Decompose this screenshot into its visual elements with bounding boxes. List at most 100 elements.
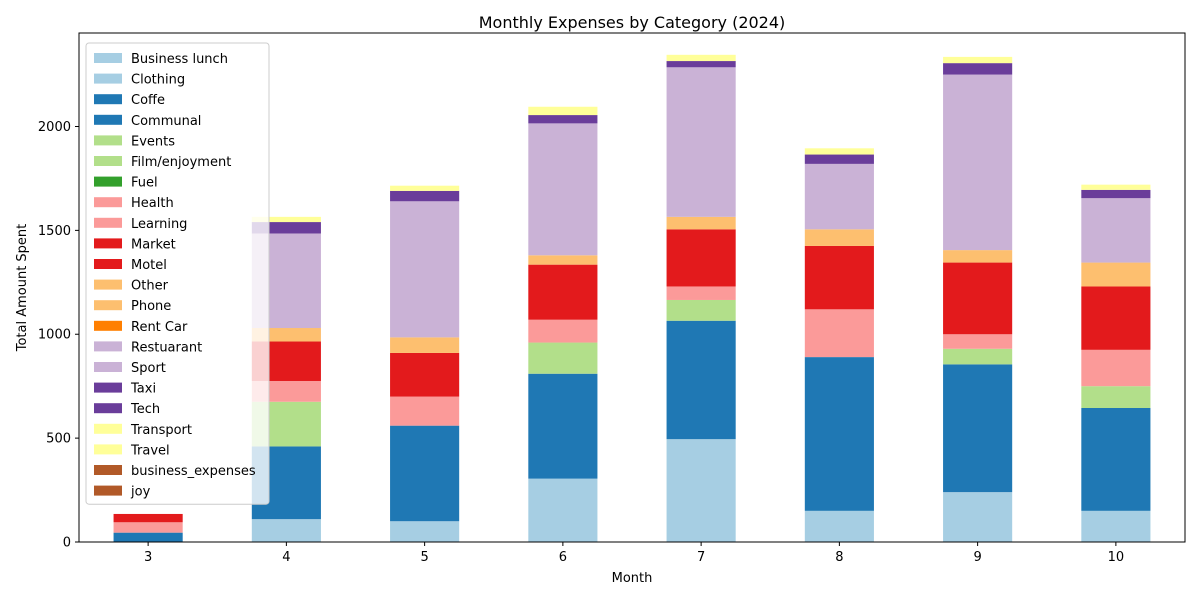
bar-segment [804, 229, 874, 246]
y-tick-label: 500 [46, 432, 71, 447]
bar-segment [804, 245, 874, 310]
bar-segment [666, 61, 736, 68]
bar-segment [804, 154, 874, 164]
legend-swatch [94, 362, 122, 372]
legend-swatch [94, 320, 122, 331]
y-axis-title: Total Amount Spent [15, 224, 30, 353]
bar-segment [251, 222, 321, 234]
bar-segment [251, 519, 321, 542]
y-tick-label: 0 [63, 536, 71, 551]
legend-label: Learning [131, 217, 187, 232]
legend-swatch [94, 53, 122, 63]
bar-segment [943, 262, 1013, 335]
bar-segment [390, 396, 460, 426]
bar-segment [943, 74, 1013, 251]
legend-swatch [94, 279, 122, 290]
legend-swatch [94, 238, 122, 249]
bar-segment [113, 522, 183, 533]
legend-label: Clothing [131, 73, 185, 88]
bar-segment [943, 492, 1013, 542]
legend-label: Film/enjoyment [131, 155, 231, 170]
legend-label: Other [131, 279, 169, 294]
bar-segment [1081, 407, 1151, 511]
bar-segment [943, 63, 1013, 75]
legend-swatch [94, 156, 122, 166]
bar-segment [1081, 386, 1151, 408]
legend-label: Taxi [130, 382, 156, 397]
legend-label: Health [131, 196, 174, 211]
legend-swatch [94, 259, 122, 269]
legend-label: Communal [131, 114, 201, 129]
bar-segment [943, 364, 1013, 493]
x-tick-label: 10 [1108, 550, 1125, 565]
legend-swatch [94, 382, 122, 393]
bar-segment [1081, 349, 1151, 387]
x-tick-label: 8 [835, 550, 843, 565]
legend-swatch [94, 135, 122, 146]
x-tick-label: 4 [282, 550, 290, 565]
legend-label: Business lunch [131, 52, 228, 67]
bar-segment [943, 56, 1013, 64]
y-tick-label: 1000 [38, 328, 71, 343]
legend-swatch [94, 403, 122, 414]
legend-swatch [94, 73, 122, 84]
legend-label: Motel [131, 258, 167, 273]
legend-label: Travel [130, 443, 170, 458]
bar-segment [390, 521, 460, 542]
bar-segment [528, 255, 598, 265]
legend-swatch [94, 444, 122, 455]
x-tick-label: 7 [697, 550, 705, 565]
bar-segment [943, 334, 1013, 349]
bar-segment [666, 54, 736, 62]
legend-label: Sport [131, 361, 166, 376]
legend-swatch [94, 341, 122, 352]
x-axis-title: Month [612, 571, 653, 586]
bar-segment [1081, 189, 1151, 199]
bar-segment [113, 532, 183, 542]
legend-swatch [94, 114, 122, 125]
y-axis: 0 500 1000 1500 2000 [38, 120, 79, 551]
chart-title: Monthly Expenses by Category (2024) [479, 13, 786, 32]
y-tick-label: 2000 [38, 120, 71, 135]
bar-segment [804, 163, 874, 230]
bar-segment [528, 373, 598, 479]
bars [113, 54, 1151, 542]
bar-segment [666, 229, 736, 287]
bar-segment [666, 299, 736, 321]
bar-segment [390, 352, 460, 397]
legend-label: Coffe [131, 93, 165, 108]
bar-segment [390, 337, 460, 353]
legend-swatch [94, 423, 122, 434]
bar-segment [1081, 198, 1151, 263]
bar-segment [804, 510, 874, 542]
bar-segment [804, 357, 874, 511]
bar-segment [390, 425, 460, 522]
bar-segment [528, 319, 598, 343]
bar-segment [943, 250, 1013, 263]
legend: Business lunch Clothing Coffe Communal Event… [85, 42, 270, 505]
x-tick-label: 9 [973, 550, 981, 565]
bar-segment [1081, 286, 1151, 350]
bar-segment [943, 348, 1013, 365]
bar-segment [1081, 510, 1151, 542]
bar-segment [804, 148, 874, 155]
plot-frame [78, 32, 1186, 543]
bar-segment [1081, 184, 1151, 190]
legend-label: Rent Car [131, 320, 188, 335]
legend-box [85, 42, 270, 505]
legend-label: joy [130, 485, 151, 500]
legend-label: Events [131, 134, 175, 149]
bar-segment [666, 320, 736, 440]
bar-segment [666, 286, 736, 300]
x-tick-label: 3 [144, 550, 152, 565]
legend-swatch [94, 485, 122, 496]
bar-segment [1081, 262, 1151, 287]
legend-swatch [94, 300, 122, 311]
legend-swatch [94, 94, 122, 105]
legend-swatch [94, 176, 122, 187]
x-tick-label: 5 [420, 550, 428, 565]
legend-label: Transport [130, 423, 192, 438]
legend-label: business_expenses [131, 464, 256, 479]
bar-segment [390, 185, 460, 191]
